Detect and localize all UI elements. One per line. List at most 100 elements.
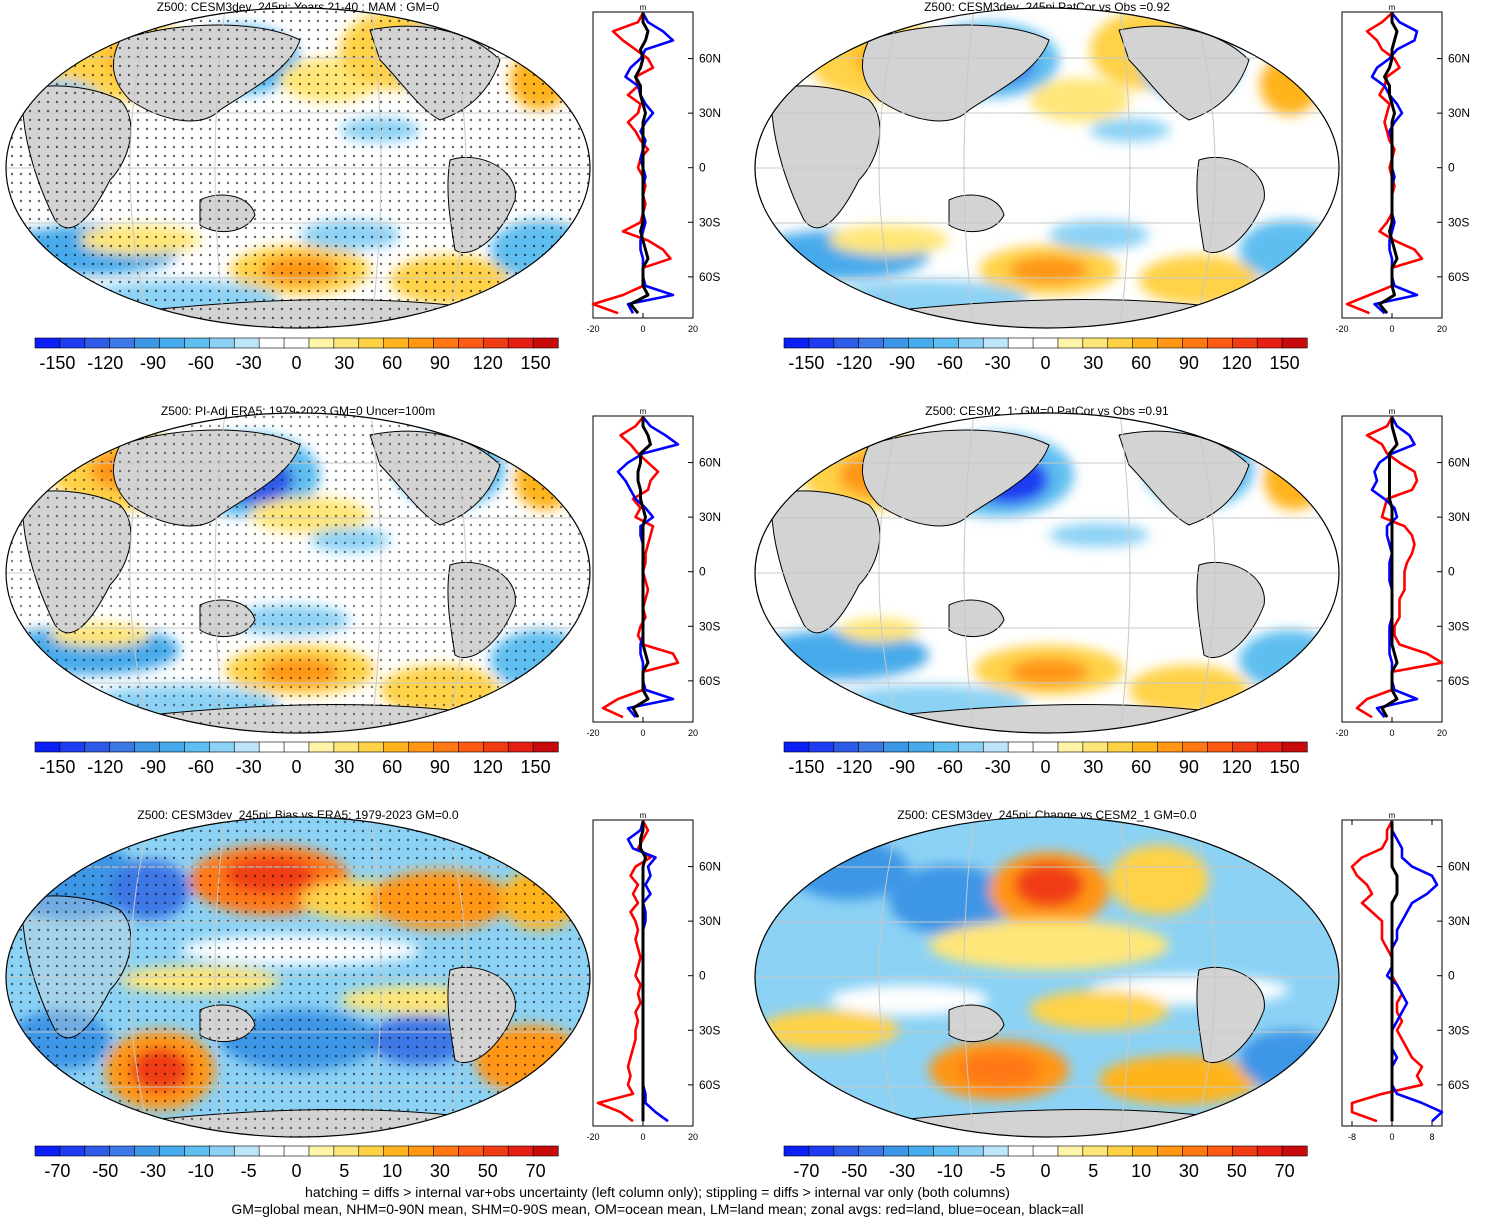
zonal-plot-6-lat-label: 60S <box>1448 1078 1469 1092</box>
panel-3-map <box>6 413 590 733</box>
colorbar-2-swatch <box>1231 337 1258 349</box>
colorbar-1-swatch <box>383 337 410 349</box>
zonal-plot-6-ocean-line <box>1385 821 1444 1123</box>
zonal-plot-5-lat-label: 60S <box>699 1078 720 1092</box>
zonal-plot-2-x-tick-label: 20 <box>1437 324 1447 334</box>
zonal-plot-2-lat-label: 30S <box>1448 215 1469 229</box>
colorbar-2-swatch <box>1256 337 1283 349</box>
colorbar-3-swatch <box>34 741 61 753</box>
footer-line-1: hatching = diffs > internal var+obs unce… <box>305 1184 1010 1200</box>
zonal-plot-2-lat-label: 60N <box>1448 52 1470 66</box>
colorbar-6-tick-label: 50 <box>1227 1161 1247 1181</box>
colorbar-4-tick-label: -120 <box>836 757 872 777</box>
colorbar-1-swatch <box>532 337 559 349</box>
colorbar-4-swatch <box>833 741 860 753</box>
zonal-plot-4-lat-label: 0 <box>1448 565 1455 579</box>
colorbar-3-tick-label: -90 <box>140 757 166 777</box>
colorbar-6-swatch <box>1157 1145 1184 1157</box>
colorbar-3-tick-label: 120 <box>473 757 503 777</box>
colorbar-4-swatch <box>908 741 935 753</box>
zonal-plot-3: m 60N 30N 0 30S 60S -20 0 20 <box>586 407 721 738</box>
colorbar-6-swatch <box>1231 1145 1258 1157</box>
colorbar-2-tick-label: 90 <box>1179 353 1199 373</box>
colorbar-6-swatch <box>1256 1145 1283 1157</box>
colorbar-6-swatch <box>908 1145 935 1157</box>
colorbar-5-swatch <box>283 1145 310 1157</box>
colorbar-2-swatch <box>1132 337 1159 349</box>
colorbar-6-swatch <box>1132 1145 1159 1157</box>
zonal-plot-6-all-line <box>1390 821 1399 1122</box>
colorbar-5-swatch <box>482 1145 509 1157</box>
colorbar-2-swatch <box>1157 337 1184 349</box>
colorbar-3-tick-label: -60 <box>188 757 214 777</box>
colorbar-4-swatch <box>1032 741 1059 753</box>
colorbar-3-swatch <box>109 741 136 753</box>
colorbar-2-swatch <box>858 337 885 349</box>
zonal-plot-3-all-line <box>631 417 652 718</box>
colorbar-5-tick-label: -30 <box>140 1161 166 1181</box>
colorbar-4-tick-label: 30 <box>1083 757 1103 777</box>
zonal-plot-6-x-tick-label: 8 <box>1429 1132 1434 1142</box>
colorbar-1-tick-label: -120 <box>87 353 123 373</box>
colorbar-1-tick-label: -90 <box>140 353 166 373</box>
colorbar-6-swatch <box>1032 1145 1059 1157</box>
zonal-plot-3-lat-label: 60S <box>699 674 720 688</box>
colorbar-5-swatch <box>59 1145 86 1157</box>
colorbar-5-swatch <box>308 1145 335 1157</box>
colorbar-2-tick-label: -30 <box>985 353 1011 373</box>
colorbar-2-swatch <box>808 337 835 349</box>
panel-4-map <box>755 413 1339 733</box>
colorbar-1-swatch <box>134 337 161 349</box>
colorbar-5-swatch <box>233 1145 260 1157</box>
colorbar-6-swatch <box>783 1145 810 1157</box>
colorbar-5-tick-label: -10 <box>188 1161 214 1181</box>
colorbar-1-tick-label: 120 <box>473 353 503 373</box>
colorbar-2-tick-label: 60 <box>1131 353 1151 373</box>
zonal-plot-6-lat-label: 30S <box>1448 1023 1469 1037</box>
colorbar-3-tick-label: 60 <box>382 757 402 777</box>
colorbar-3-swatch <box>159 741 186 753</box>
colorbar-5-swatch <box>184 1145 210 1157</box>
panel-2-map <box>755 8 1339 328</box>
colorbar-3-swatch <box>209 741 235 753</box>
colorbar-2-swatch <box>1182 337 1208 349</box>
colorbar-2-tick-label: -150 <box>788 353 824 373</box>
colorbar-1-swatch <box>507 337 534 349</box>
panel-6: Z500: CESM3dev_245pi: Change vs CESM2_1 … <box>754 808 1340 1138</box>
zonal-plot-4-lat-label: 30N <box>1448 510 1470 524</box>
colorbar-5-swatch <box>458 1145 484 1157</box>
colorbar-5-swatch <box>34 1145 61 1157</box>
zonal-plot-2-all-line <box>1378 13 1399 315</box>
colorbar-1-tick-label: -60 <box>188 353 214 373</box>
zonal-plot-4-unit: m <box>1389 407 1396 416</box>
colorbar-2-swatch <box>833 337 860 349</box>
zonal-plot-1-unit: m <box>640 3 647 12</box>
colorbar-1-swatch <box>84 337 111 349</box>
colorbar-1-swatch <box>308 337 335 349</box>
colorbar-1-swatch <box>433 337 459 349</box>
colorbar-4-tick-label: 60 <box>1131 757 1151 777</box>
colorbar-3-tick-label: 30 <box>334 757 354 777</box>
zonal-plot-1-lat-label: 30N <box>699 106 721 120</box>
colorbar-5-tick-label: 0 <box>291 1161 301 1181</box>
colorbar-4-swatch <box>1057 741 1084 753</box>
zonal-plot-2-x-tick-label: 0 <box>1389 324 1394 334</box>
zonal-plot-4-land-line <box>1355 416 1444 719</box>
colorbar-3-swatch <box>59 741 86 753</box>
panel-1-graticule <box>6 8 590 328</box>
panel-1-map <box>6 8 590 328</box>
zonal-plot-3-lat-label: 0 <box>699 565 706 579</box>
colorbar-2-swatch <box>1107 337 1134 349</box>
colorbar-3-tick-label: -150 <box>39 757 75 777</box>
panel-4-land <box>768 429 1265 733</box>
colorbar-6-swatch <box>808 1145 835 1157</box>
panel-1: Z500: CESM3dev_245pi: Years 21-40 : MAM … <box>5 0 591 329</box>
colorbar-1-tick-label: 90 <box>430 353 450 373</box>
zonal-plot-1-lat-label: 60S <box>699 270 720 284</box>
zonal-plot-1-land-line <box>591 12 672 315</box>
colorbar-6-tick-label: -70 <box>793 1161 819 1181</box>
colorbar-4-tick-label: -30 <box>985 757 1011 777</box>
zonal-plot-6-lat-label: 60N <box>1448 860 1470 874</box>
panel-4: Z500: CESM2_1: GM=0 PatCor vs Obs =0.91 <box>754 404 1340 734</box>
colorbar-5-swatch <box>333 1145 360 1157</box>
